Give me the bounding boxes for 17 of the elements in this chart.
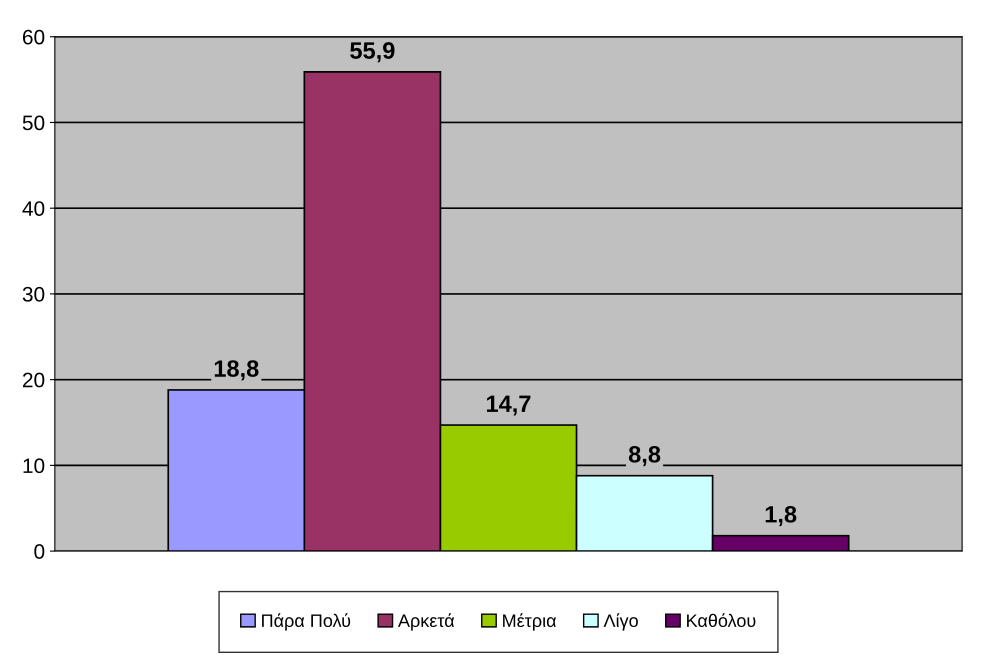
legend-label: Μέτρια bbox=[503, 613, 556, 631]
data-label: 18,8 bbox=[214, 360, 259, 380]
legend-label: Πάρα Πολύ bbox=[262, 613, 350, 631]
y-tick-label: 30 bbox=[22, 286, 44, 302]
legend-label: Αρκετά bbox=[398, 613, 454, 631]
y-tick-label: 0 bbox=[34, 544, 44, 559]
y-tick-label: 40 bbox=[22, 201, 44, 216]
y-tick-label: 60 bbox=[23, 30, 44, 44]
y-tick-label: 10 bbox=[24, 458, 44, 474]
legend-label: Καθόλου bbox=[687, 613, 756, 628]
y-tick-label: 50 bbox=[22, 115, 44, 130]
data-label: 1,8 bbox=[766, 506, 796, 526]
data-label: 8,8 bbox=[628, 446, 660, 466]
data-label: 55,9 bbox=[350, 42, 394, 62]
y-tick-label: 20 bbox=[22, 372, 44, 388]
legend-label: Λίγο bbox=[604, 613, 638, 631]
data-label: 14,7 bbox=[486, 396, 530, 416]
